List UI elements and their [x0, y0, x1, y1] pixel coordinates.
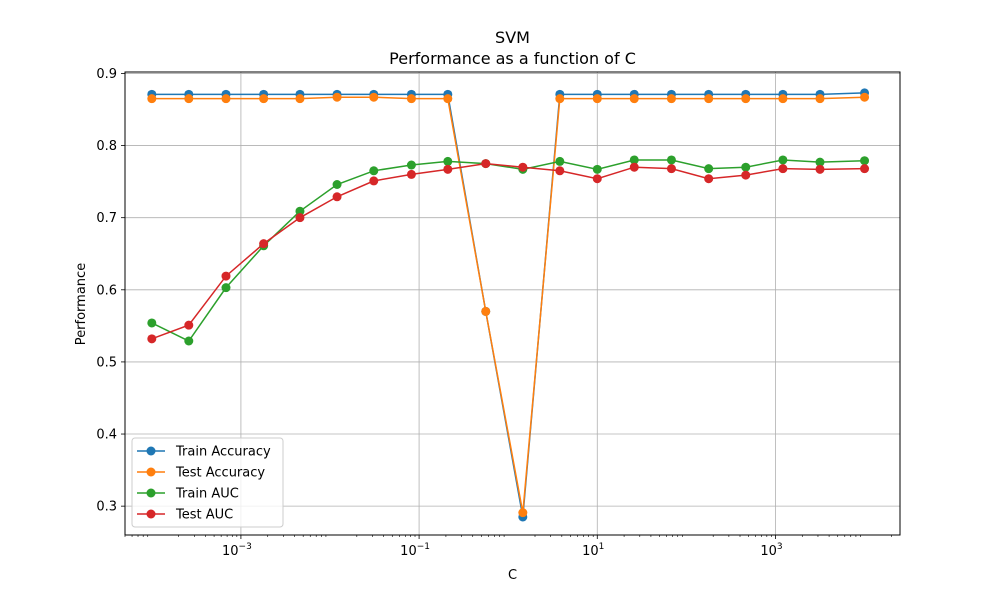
data-point-test-accuracy	[741, 94, 751, 104]
data-point-test-auc	[518, 162, 528, 172]
data-point-test-auc	[666, 164, 676, 174]
legend-label: Test Accuracy	[175, 466, 265, 481]
chart-subtitle: Performance as a function of C	[389, 49, 636, 68]
data-point-test-accuracy	[147, 94, 157, 104]
series-test-accuracy	[147, 92, 870, 518]
data-point-test-auc	[592, 174, 602, 184]
legend-item-train-auc: Train AUC	[137, 487, 239, 502]
y-tick-label: 0.3	[96, 500, 117, 515]
series-layer	[147, 88, 870, 522]
data-point-test-accuracy	[369, 92, 379, 102]
data-point-test-auc	[704, 174, 714, 184]
data-point-train-auc	[332, 180, 342, 190]
data-point-test-auc	[259, 239, 269, 249]
data-point-test-accuracy	[221, 94, 231, 104]
y-tick-label: 0.4	[96, 428, 117, 443]
series-line-test-accuracy	[151, 96, 865, 513]
data-point-test-accuracy	[815, 94, 825, 104]
data-point-test-auc	[481, 159, 491, 169]
data-point-test-accuracy	[778, 94, 788, 104]
data-point-test-accuracy	[259, 94, 269, 104]
data-point-train-auc	[815, 157, 825, 167]
data-point-train-auc	[704, 164, 714, 174]
data-point-test-accuracy	[406, 94, 416, 104]
y-axis-label: Performance	[74, 263, 89, 345]
data-point-test-auc	[443, 164, 453, 174]
x-tick-label: 10−1	[400, 542, 430, 559]
data-point-test-accuracy	[629, 94, 639, 104]
data-point-test-accuracy	[704, 94, 714, 104]
data-point-test-auc	[184, 320, 194, 330]
data-point-test-auc	[221, 271, 231, 281]
data-point-test-auc	[295, 213, 305, 223]
data-point-test-auc	[815, 164, 825, 174]
legend-item-train-accuracy: Train Accuracy	[137, 445, 271, 460]
grid	[125, 72, 900, 535]
data-point-train-auc	[592, 164, 602, 174]
legend-marker	[146, 467, 156, 477]
series-line-test-auc	[151, 162, 865, 340]
x-tick-label: 101	[582, 542, 604, 559]
y-tick-label: 0.5	[96, 355, 117, 370]
data-point-test-auc	[778, 164, 788, 174]
data-point-train-auc	[443, 156, 453, 166]
x-axis-ticks: 10−3 10−1 101 103	[124, 535, 892, 559]
legend-marker	[146, 488, 156, 498]
data-point-test-accuracy	[295, 94, 305, 104]
data-point-test-accuracy	[666, 94, 676, 104]
legend-label: Test AUC	[175, 508, 233, 523]
legend-label: Train Accuracy	[175, 445, 271, 460]
data-point-train-auc	[778, 155, 788, 165]
series-test-auc	[147, 159, 870, 344]
y-axis-ticks: 0.3 0.4 0.5 0.6 0.7 0.8 0.9	[96, 67, 125, 515]
data-point-train-auc	[184, 336, 194, 346]
data-point-train-auc	[295, 206, 305, 216]
x-tick-label: 10−3	[222, 542, 252, 559]
y-tick-label: 0.6	[96, 283, 117, 298]
data-point-test-auc	[332, 192, 342, 202]
data-point-train-auc	[741, 162, 751, 172]
data-point-test-auc	[369, 176, 379, 186]
data-point-test-accuracy	[184, 94, 194, 104]
x-axis-label: C	[508, 568, 517, 583]
legend-box	[131, 437, 284, 528]
data-point-test-auc	[555, 166, 565, 176]
data-point-train-auc	[221, 283, 231, 293]
data-point-test-auc	[629, 162, 639, 172]
y-tick-label: 0.8	[96, 139, 117, 154]
data-point-test-accuracy	[555, 94, 565, 104]
data-point-train-auc	[406, 160, 416, 170]
legend-item-test-accuracy: Test Accuracy	[137, 466, 265, 481]
legend-marker	[146, 509, 156, 519]
data-point-test-accuracy	[332, 92, 342, 102]
legend: Train Accuracy Test Accuracy Train AUC Test…	[131, 437, 284, 528]
data-point-test-auc	[406, 169, 416, 179]
plot-frame	[124, 71, 901, 536]
data-point-test-accuracy	[443, 94, 453, 104]
y-tick-label: 0.9	[96, 67, 117, 82]
legend-marker	[146, 446, 156, 456]
data-point-test-accuracy	[518, 508, 528, 518]
legend-item-test-auc: Test AUC	[137, 508, 233, 523]
chart-title: SVM	[495, 28, 530, 47]
legend-label: Train AUC	[175, 487, 239, 502]
data-point-test-accuracy	[481, 306, 491, 316]
data-point-train-auc	[629, 155, 639, 165]
x-tick-label: 103	[760, 542, 782, 559]
data-point-train-auc	[369, 166, 379, 176]
data-point-test-accuracy	[592, 94, 602, 104]
data-point-train-auc	[147, 318, 157, 328]
data-point-train-auc	[666, 155, 676, 165]
data-point-test-auc	[147, 334, 157, 344]
data-point-train-auc	[555, 156, 565, 166]
data-point-train-auc	[860, 156, 870, 166]
data-point-test-auc	[860, 164, 870, 174]
y-tick-label: 0.7	[96, 211, 117, 226]
data-point-test-auc	[741, 170, 751, 180]
data-point-test-accuracy	[860, 92, 870, 102]
